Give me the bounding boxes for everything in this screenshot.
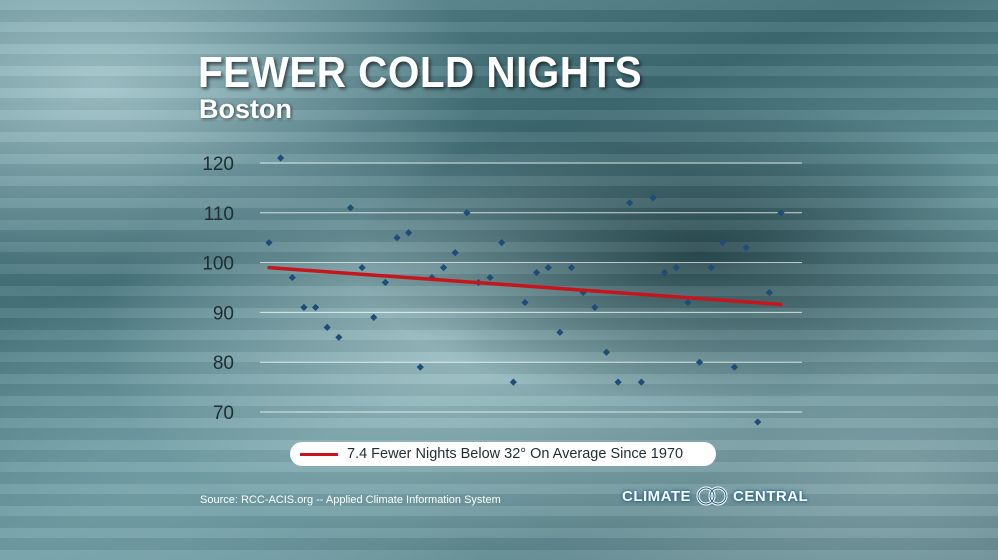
data-point-1979: [370, 313, 378, 321]
data-points: [265, 154, 785, 426]
data-point-2005: [672, 263, 680, 272]
data-point-1994: [544, 263, 552, 272]
data-point-1974: [311, 303, 320, 312]
data-point-2007: [695, 358, 704, 366]
legend: 7.4 Fewer Nights Below 32° On Average Si…: [290, 442, 716, 466]
data-point-2014: [777, 209, 785, 217]
y-tick-label-90: 90: [213, 303, 234, 324]
data-point-2006: [684, 298, 692, 307]
data-point-1970: [265, 239, 273, 247]
data-point-2003: [649, 194, 657, 202]
y-tick-label-70: 70: [213, 403, 234, 424]
gridlines: [260, 162, 802, 413]
data-point-2012: [754, 418, 762, 426]
data-point-1986: [451, 249, 459, 257]
y-tick-label-100: 100: [202, 254, 234, 275]
y-axis: 70 80 90 100 110 120: [202, 154, 234, 424]
data-point-2001: [626, 199, 634, 207]
data-point-1987: [463, 209, 471, 217]
data-point-1980: [381, 278, 389, 287]
data-point-1993: [533, 268, 541, 277]
data-point-2010: [730, 363, 739, 371]
data-point-1991: [509, 378, 517, 386]
chart-subtitle: Boston: [199, 94, 292, 124]
data-point-1983: [416, 363, 424, 371]
climate-central-rings-icon: [696, 486, 728, 506]
source-note: Source: RCC-ACIS.org -- Applied Climate …: [200, 494, 501, 506]
data-point-2004: [661, 268, 669, 277]
legend-trend-swatch: [300, 452, 338, 456]
data-point-1972: [288, 273, 296, 282]
legend-label: 7.4 Fewer Nights Below 32° On Average Si…: [347, 446, 684, 462]
data-point-1990: [498, 239, 506, 247]
data-point-1989: [486, 273, 494, 282]
data-point-1977: [346, 204, 355, 212]
y-tick-label-120: 120: [202, 154, 234, 175]
data-point-1999: [602, 348, 611, 356]
data-point-1973: [300, 303, 308, 312]
chart-title: FEWER COLD NIGHTS: [198, 48, 643, 97]
y-tick-label-80: 80: [213, 353, 234, 374]
logo-text-left: CLIMATE: [622, 487, 692, 505]
data-point-2000: [614, 378, 622, 386]
data-point-1995: [556, 328, 564, 336]
data-point-2013: [765, 288, 773, 297]
data-point-1984: [428, 273, 436, 282]
climate-central-logo: CLIMATE CENTRAL: [622, 484, 808, 508]
data-point-2008: [707, 263, 715, 272]
trendline: [267, 265, 783, 307]
data-point-1982: [405, 229, 413, 237]
data-point-1992: [521, 298, 529, 307]
data-point-1997: [579, 288, 587, 297]
data-point-1981: [393, 234, 401, 242]
data-point-2002: [637, 378, 645, 386]
data-point-2011: [742, 244, 750, 252]
data-point-1976: [335, 333, 343, 341]
data-point-1985: [439, 263, 448, 272]
data-point-1998: [591, 303, 599, 312]
data-point-1971: [277, 154, 285, 162]
logo-text-right: CENTRAL: [733, 487, 809, 505]
y-tick-label-110: 110: [204, 204, 234, 225]
data-point-1996: [567, 263, 576, 272]
data-point-1978: [358, 263, 366, 272]
trendline-group: [267, 265, 783, 307]
data-point-1975: [323, 323, 331, 331]
data-point-2009: [719, 239, 727, 247]
